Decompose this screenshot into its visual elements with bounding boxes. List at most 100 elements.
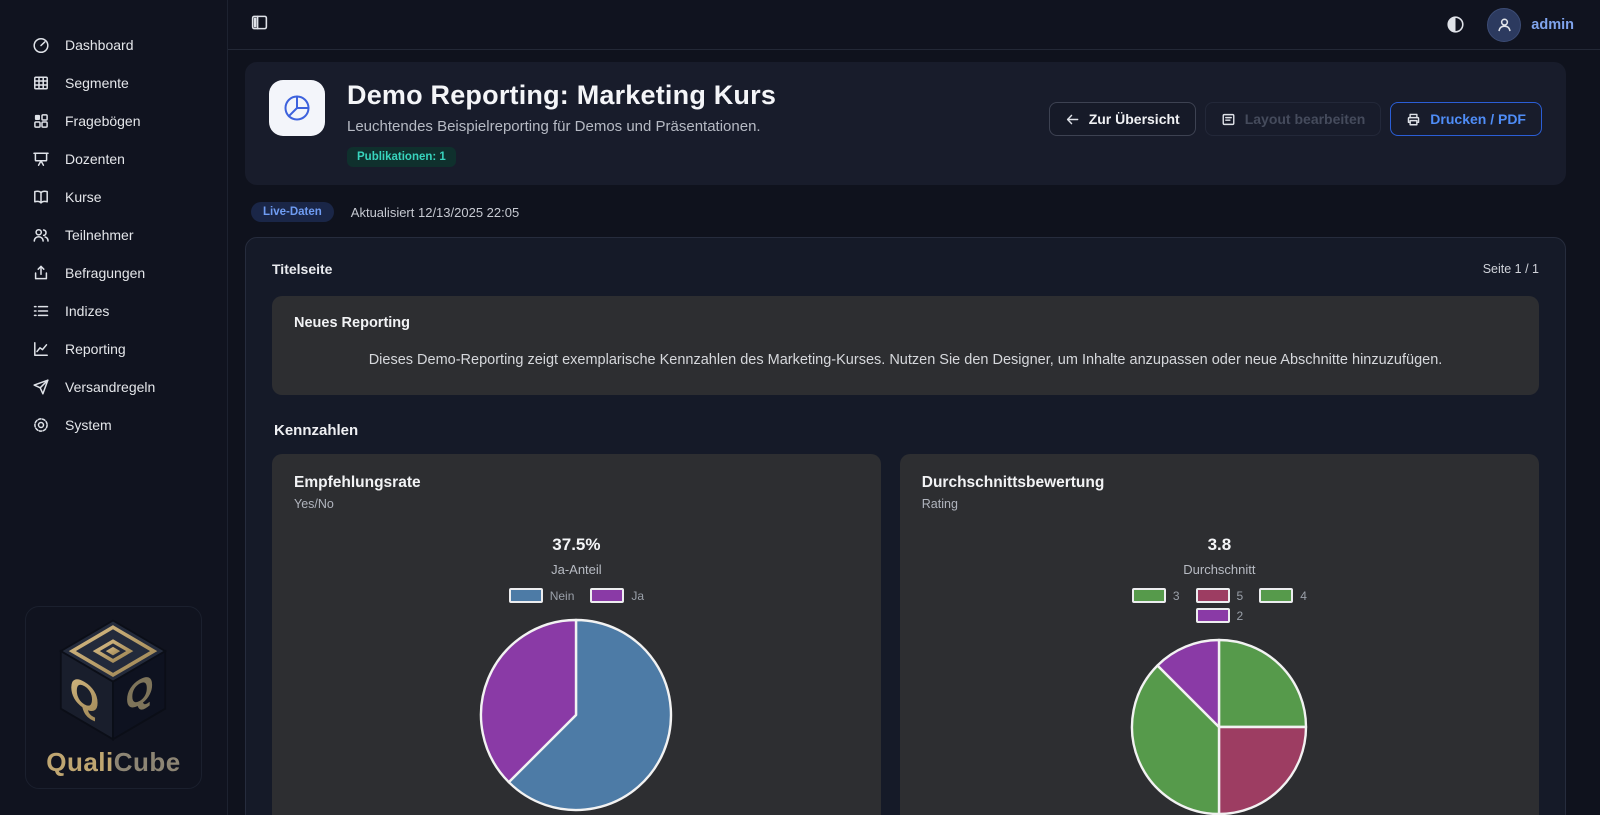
sidebar-item-label: Dashboard [65,37,134,53]
sidebar-item-label: Versandregeln [65,379,156,395]
upload-icon [32,264,50,282]
legend-swatch [1259,588,1294,603]
send-icon [32,378,50,396]
legend-swatch [1195,608,1230,623]
metric-title: Durchschnittsbewertung [921,474,1105,491]
arrow-left-icon [1065,112,1080,127]
sidebar-item-dozenten[interactable]: Dozenten [0,140,227,178]
grid-icon [32,112,50,130]
book-icon [32,188,50,206]
publications-badge: Publikationen: 1 [347,147,456,167]
intro-card: Neues Reporting Dieses Demo-Reporting ze… [272,296,1539,395]
charts-grid: Empfehlungsrate Yes/No 37.5% Ja-Anteil N… [272,454,1539,815]
contrast-icon [1446,15,1465,34]
legend-swatch [590,588,625,603]
legend-label: 4 [1300,588,1307,603]
legend-swatch [1195,588,1230,603]
sidebar-item-kurse[interactable]: Kurse [0,178,227,216]
sidebar-item-label: Teilnehmer [65,227,134,243]
sidebar-item-indizes[interactable]: Indizes [0,292,227,330]
legend-item: 3 [1131,588,1180,603]
report-section-title: Titelseite [272,261,333,277]
pie-slice [1218,725,1308,815]
sidebar-item-label: Segmente [65,75,129,91]
pie-chart-icon [284,95,310,121]
metrics-heading: Kennzahlen [274,422,359,439]
intro-title: Neues Reporting [294,315,411,331]
sidebar-item-label: Reporting [65,341,126,357]
sidebar-item-versandregeln[interactable]: Versandregeln [0,368,227,406]
pie-slice [1156,638,1221,729]
pie-slice [1131,664,1221,815]
edit-layout-button[interactable]: Layout bearbeiten [1204,102,1382,136]
avatar [1487,7,1522,42]
legend-label: 3 [1172,588,1180,603]
edit-layout-label: Layout bearbeiten [1244,111,1366,127]
table-icon [32,74,50,92]
sidebar-nav: Dashboard Segmente Fragebögen Dozenten Kurse… [0,26,227,444]
intro-text: Dieses Demo-Reporting zeigt exemplarisch… [368,352,1443,368]
qualicube-cube-logo: Q Q [59,619,168,741]
content-area: Demo Reporting: Marketing Kurs Leuchtend… [228,50,1600,815]
legend-swatch [1131,588,1166,603]
page-title: Demo Reporting: Marketing Kurs [347,80,777,110]
panel-left-icon [250,13,269,32]
sidebar-item-label: Indizes [65,303,110,319]
back-button-label: Zur Übersicht [1088,111,1180,127]
sidebar-item-frageb-gen[interactable]: Fragebögen [0,102,227,140]
meta-row: Live-Daten Aktualisiert 12/13/2025 22:05 [251,202,1566,222]
wordmark-part2: Cube [113,747,181,777]
stat-label: Durchschnitt [1183,562,1256,577]
report-icon-tile [269,80,325,136]
legend-label: 5 [1236,588,1244,603]
user-menu[interactable]: admin [1487,7,1574,42]
legend-label: 2 [1236,608,1244,623]
users-icon [32,226,50,244]
sidebar-item-label: System [65,417,112,433]
legend-item: Ja [590,588,644,603]
chart-legend: Nein Ja [508,588,644,603]
topbar: admin [228,0,1600,50]
qualicube-logo: Q Q QualiCube [25,606,202,789]
gauge-icon [32,36,50,54]
metric-title: Empfehlungsrate [294,474,421,491]
sidebar: Dashboard Segmente Fragebögen Dozenten Kurse… [0,0,228,815]
chart-legend: 3 5 4 2 [1114,588,1324,623]
theme-toggle-button[interactable] [1446,15,1465,34]
sidebar-item-label: Dozenten [65,151,125,167]
pie-slice [507,618,673,812]
metric-card: Empfehlungsrate Yes/No 37.5% Ja-Anteil N… [272,454,881,815]
wordmark-part1: Quali [46,747,114,777]
sidebar-item-system[interactable]: System [0,406,227,444]
back-to-overview-button[interactable]: Zur Übersicht [1048,102,1196,136]
stat-value: 3.8 [1207,535,1232,554]
sidebar-item-teilnehmer[interactable]: Teilnehmer [0,216,227,254]
page-subtitle: Leuchtendes Beispielreporting für Demos … [347,118,761,135]
sidebar-item-reporting[interactable]: Reporting [0,330,227,368]
sidebar-item-befragungen[interactable]: Befragungen [0,254,227,292]
gear-icon [32,416,50,434]
page-indicator: Seite 1 / 1 [1482,262,1539,276]
sidebar-item-label: Befragungen [65,265,146,281]
layout-icon [1221,112,1236,127]
sidebar-item-label: Kurse [65,189,102,205]
legend-item: 2 [1195,608,1244,623]
legend-label: Ja [631,588,645,603]
printer-icon [1406,112,1421,127]
legend-swatch [508,588,543,603]
presentation-icon [32,150,50,168]
report-page-card: Titelseite Seite 1 / 1 Neues Reporting D… [245,237,1566,815]
sidebar-item-label: Fragebögen [65,113,141,129]
report-header-card: Demo Reporting: Marketing Kurs Leuchtend… [245,62,1566,185]
metric-subtitle: Rating [921,497,958,511]
updated-timestamp: Aktualisiert 12/13/2025 22:05 [350,204,520,220]
print-pdf-button[interactable]: Drucken / PDF [1390,102,1542,136]
pie-slice [1218,638,1308,729]
stat-label: Ja-Anteil [551,562,602,577]
sidebar-item-segmente[interactable]: Segmente [0,64,227,102]
sidebar-toggle-button[interactable] [250,13,269,32]
chart-line-icon [32,340,50,358]
pie-chart [478,617,674,813]
sidebar-item-dashboard[interactable]: Dashboard [0,26,227,64]
legend-item: Nein [508,588,574,603]
